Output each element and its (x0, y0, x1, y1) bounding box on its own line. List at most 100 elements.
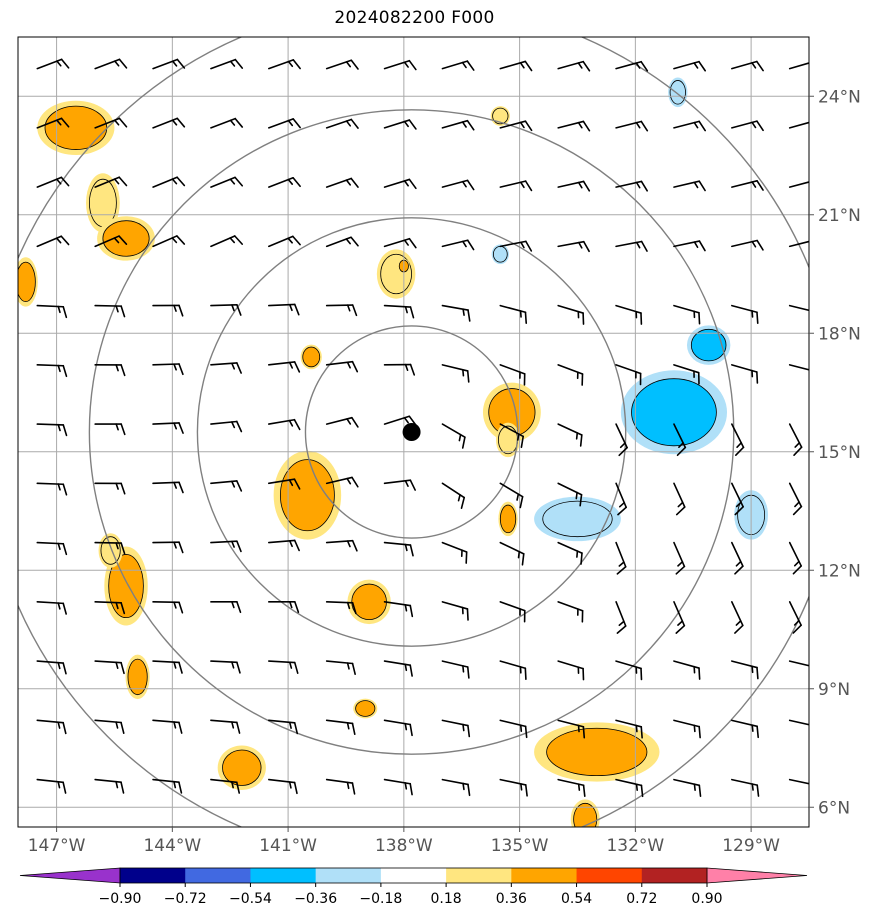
barb-half-feather (115, 601, 119, 610)
barb-half-feather (519, 62, 525, 69)
wind-barb (268, 778, 298, 795)
wind-barb (615, 719, 643, 739)
colorbar-segment (641, 868, 708, 883)
barb-feather (118, 117, 128, 128)
barb-feather (236, 661, 241, 674)
barb-feather (60, 117, 70, 128)
wind-barb (673, 601, 686, 634)
barb-half-feather (57, 602, 61, 610)
x-tick-label: 138°W (375, 836, 433, 856)
wind-barb (673, 423, 687, 457)
barb-feather (756, 725, 760, 739)
barb-half-feather (173, 780, 177, 789)
barb-feather (815, 121, 821, 130)
wind-barb (557, 541, 583, 565)
barb-half-feather (115, 482, 119, 490)
barb-feather (616, 625, 627, 634)
barb-feather (62, 721, 67, 735)
barb-feather (62, 424, 68, 437)
wind-barb (557, 120, 591, 132)
barb-feather (460, 496, 466, 510)
barb-half-feather (288, 419, 294, 427)
wind-barb (557, 601, 584, 623)
barb-half-feather (57, 364, 61, 373)
colorbar-label: 0.72 (626, 891, 657, 907)
barb-feather (234, 58, 244, 69)
wind-barb (731, 660, 759, 680)
wind-barb (94, 176, 128, 188)
barb-half-feather (404, 305, 408, 314)
colorbar-label: 0.54 (561, 891, 592, 907)
barb-half-feather (345, 120, 352, 127)
barb-feather (233, 235, 243, 245)
barb-feather (176, 176, 186, 187)
barb-half-feather (57, 483, 61, 491)
barb-half-feather (404, 543, 408, 552)
barb-half-feather (288, 661, 293, 669)
barb-feather (236, 480, 243, 492)
wind-barb (210, 58, 244, 70)
barb-feather (793, 446, 803, 456)
barb-half-feather (751, 783, 754, 791)
wind-barb (441, 304, 471, 322)
wind-barb (325, 719, 356, 736)
barb-feather (408, 59, 417, 71)
barb-feather (120, 542, 126, 555)
feature-contour (546, 727, 648, 777)
barb-feather (756, 371, 759, 384)
barb-feather (521, 553, 525, 566)
wind-barb (383, 541, 414, 557)
colorbar-segment (185, 868, 251, 883)
feature-contour (18, 261, 36, 303)
barb-feather (178, 721, 183, 734)
barb-half-feather (289, 600, 293, 609)
barb-half-feather (693, 62, 699, 69)
wind-barb (499, 719, 528, 739)
barb-feather (524, 120, 533, 132)
barb-staff (788, 240, 809, 248)
wind-barb (673, 778, 702, 798)
barb-feather (62, 602, 67, 615)
barb-half-feather (346, 781, 350, 790)
barb-half-feather (519, 724, 523, 732)
barb-half-feather (462, 368, 465, 377)
barb-feather (524, 60, 533, 72)
barb-feather (756, 666, 759, 680)
barb-feather (524, 784, 528, 797)
barb-half-feather (231, 362, 236, 370)
wind-barb (36, 235, 70, 248)
wind-barb (557, 778, 586, 797)
barb-staff (788, 778, 809, 785)
barb-half-feather (457, 494, 461, 502)
barb-half-feather (55, 178, 62, 185)
wind-barb (325, 660, 356, 675)
barb-half-feather (577, 121, 583, 129)
barb-feather (756, 60, 764, 72)
wind-barb (325, 304, 358, 317)
barb-half-feather (231, 304, 235, 312)
barb-feather (756, 311, 759, 325)
barb-half-feather (520, 783, 523, 791)
wind-barb (615, 364, 642, 386)
wind-barb (788, 121, 821, 130)
barb-feather (616, 565, 627, 575)
barb-feather (698, 240, 706, 252)
barb-feather (118, 176, 128, 187)
barb-feather (62, 662, 67, 675)
wind-barb (615, 423, 628, 457)
wind-barb (36, 117, 70, 129)
x-tick-label: 129°W (722, 836, 780, 856)
range-ring (196, 217, 627, 647)
barb-feather (234, 176, 244, 187)
barb-half-feather (736, 442, 743, 448)
wind-barb (152, 58, 186, 70)
wind-barb (615, 778, 644, 798)
wind-barb (94, 719, 125, 734)
wind-barb (325, 59, 359, 70)
barb-feather (120, 661, 125, 675)
colorbar-label: 0.90 (691, 891, 722, 907)
wind-barb (731, 60, 764, 72)
wind-barb (210, 660, 241, 674)
barb-feather (351, 304, 358, 317)
barb-half-feather (115, 721, 119, 729)
